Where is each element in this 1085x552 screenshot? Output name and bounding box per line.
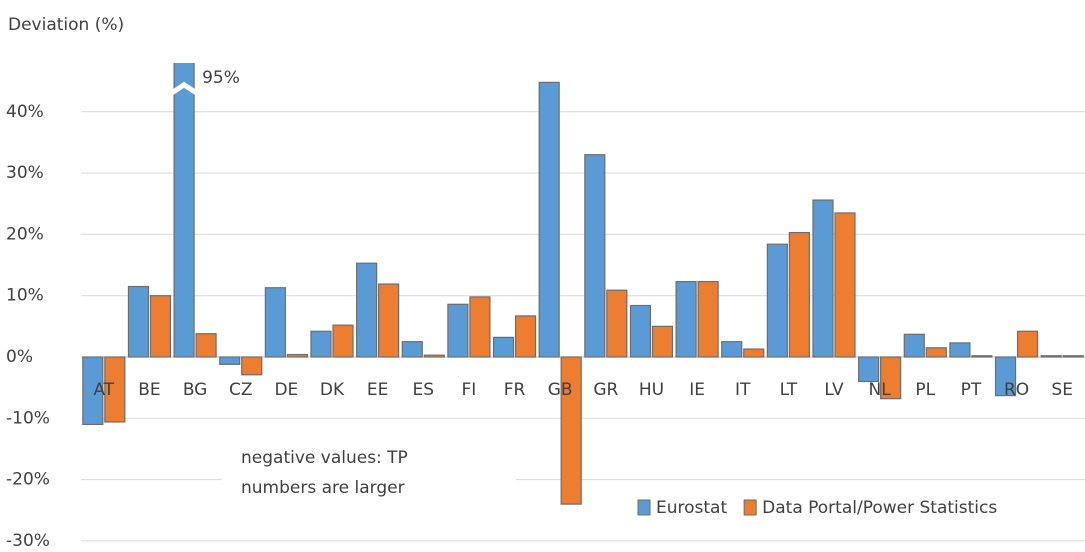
- x-tick-label: EE: [367, 380, 388, 400]
- y-tick-label: 30%: [6, 163, 44, 183]
- bar: [697, 281, 719, 358]
- bar: [858, 356, 880, 383]
- x-tick-label: AT: [93, 380, 114, 400]
- x-tick-label: SE: [1051, 380, 1073, 400]
- bar: [264, 287, 286, 358]
- x-tick-label: GB: [548, 380, 573, 400]
- y-tick-label: -30%: [6, 531, 50, 551]
- annotation-box: [222, 440, 516, 508]
- bar: [423, 354, 445, 358]
- bars: [82, 63, 1084, 505]
- bar: [675, 281, 697, 358]
- axis-break: [170, 81, 198, 95]
- x-tick-label: FI: [462, 380, 477, 400]
- legend-swatch: [637, 499, 651, 516]
- bar: [241, 356, 263, 376]
- bar: [788, 231, 810, 358]
- bar: [721, 341, 743, 358]
- bar: [949, 342, 971, 358]
- bar: [606, 289, 628, 358]
- x-tick-label: ES: [412, 380, 434, 400]
- bar: [538, 81, 560, 358]
- bar: [82, 356, 104, 426]
- bar: [1016, 330, 1039, 358]
- y-tick-label: 20%: [6, 224, 44, 244]
- bar: [743, 348, 765, 358]
- x-tick-label: PT: [961, 380, 982, 400]
- bar: [492, 336, 515, 358]
- bar: [766, 243, 788, 358]
- annotation: negative values: TP: [241, 448, 408, 468]
- bar: [104, 356, 126, 423]
- bar: [834, 212, 856, 358]
- bar: [378, 283, 400, 358]
- axis-title: Deviation (%): [8, 15, 124, 35]
- bar: [812, 199, 834, 358]
- bar: [356, 262, 378, 358]
- x-tick-label: BG: [183, 380, 208, 400]
- x-tick-label: IE: [689, 380, 705, 400]
- y-tick-label: 0%: [6, 347, 33, 367]
- bar: [310, 330, 332, 358]
- y-tick-label: 40%: [6, 102, 44, 122]
- bar: [560, 356, 582, 505]
- x-tick-label: LT: [780, 380, 798, 400]
- bar: [925, 347, 947, 358]
- x-tick-label: GR: [593, 380, 618, 400]
- bar: [332, 324, 354, 358]
- legend-swatch: [743, 499, 757, 516]
- bar: [195, 333, 217, 358]
- data-label: 95%: [202, 68, 240, 88]
- y-tick-label: -20%: [6, 470, 50, 490]
- bar: [584, 154, 606, 358]
- bar: [127, 285, 150, 358]
- x-tick-label: LV: [824, 380, 844, 400]
- bar: [880, 356, 902, 400]
- x-tick-label: CZ: [229, 380, 253, 400]
- x-tick-label: PL: [915, 380, 935, 400]
- bar: [219, 356, 241, 365]
- bar: [469, 296, 491, 358]
- bar: [971, 355, 993, 358]
- bar: [629, 304, 652, 358]
- x-tick-label: DE: [274, 380, 298, 400]
- bar: [173, 63, 195, 358]
- x-tick-label: BE: [138, 380, 160, 400]
- x-tick-label: FR: [504, 380, 526, 400]
- bar: [903, 333, 925, 358]
- legend-label: Data Portal/Power Statistics: [762, 498, 997, 518]
- bar: [651, 325, 674, 358]
- y-tick-label: 10%: [6, 286, 44, 306]
- bar: [994, 356, 1017, 397]
- bar: [447, 303, 469, 358]
- annotation: numbers are larger: [241, 478, 405, 498]
- legend-label: Eurostat: [656, 498, 727, 518]
- bar: [514, 315, 537, 358]
- bar: [401, 341, 423, 358]
- x-tick-label: HU: [639, 380, 664, 400]
- x-tick-label: IT: [735, 380, 751, 400]
- x-tick-label: RO: [1004, 380, 1029, 400]
- bar: [1040, 355, 1062, 358]
- bar: [149, 295, 172, 358]
- x-tick-label: DK: [320, 380, 345, 400]
- bar: [286, 353, 308, 358]
- x-tick-label: NL: [869, 380, 892, 400]
- bar: [1062, 355, 1084, 358]
- y-tick-label: -10%: [6, 408, 50, 428]
